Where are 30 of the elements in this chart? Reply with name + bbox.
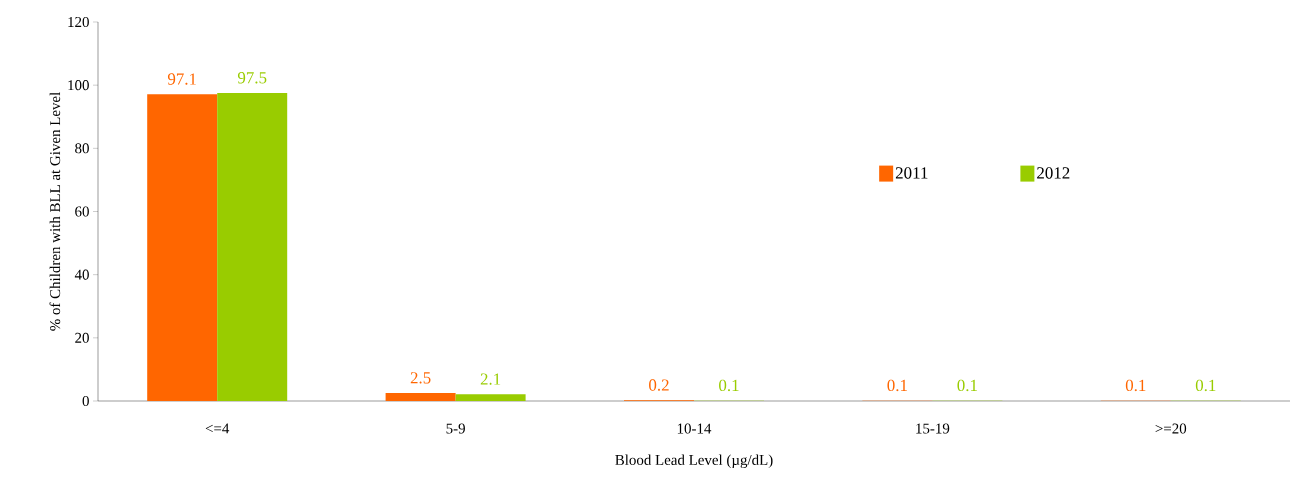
x-tick-label: 10-14: [677, 423, 712, 434]
bar: [385, 393, 456, 401]
data-label: 97.1: [167, 73, 196, 85]
data-label: 0.1: [719, 379, 739, 392]
data-label: 0.1: [1195, 379, 1216, 392]
legend-label: 2012: [1037, 167, 1070, 179]
bar: [147, 94, 218, 401]
data-label: 2.5: [410, 372, 431, 384]
y-axis-title: % of Children with BLL at Given Level: [49, 92, 61, 331]
y-tick-label: 40: [74, 269, 89, 280]
x-axis-title: Blood Lead Level (µg/dL): [615, 454, 773, 469]
data-label: 0.2: [649, 379, 669, 391]
y-tick-label: 120: [68, 16, 89, 28]
x-tick-label: >=20: [1155, 423, 1187, 434]
y-tick-label: 20: [75, 332, 89, 343]
data-label: 97.5: [237, 72, 267, 84]
data-label: 0.1: [887, 379, 907, 392]
data-label: 0.1: [957, 379, 977, 392]
y-tick-label: 60: [75, 206, 89, 217]
bar: [455, 394, 526, 401]
bar: [217, 93, 288, 401]
data-label: 2.1: [480, 373, 501, 385]
data-label: 0.1: [1125, 379, 1146, 392]
y-tick-label: 100: [68, 80, 89, 91]
legend-label: 2011: [895, 167, 928, 179]
x-tick-label: 5-9: [446, 423, 465, 434]
y-tick-label: 0: [82, 395, 89, 407]
x-tick-label: <=4: [205, 423, 230, 434]
x-tick-label: 15-19: [916, 423, 950, 434]
y-tick-label: 80: [75, 143, 89, 154]
